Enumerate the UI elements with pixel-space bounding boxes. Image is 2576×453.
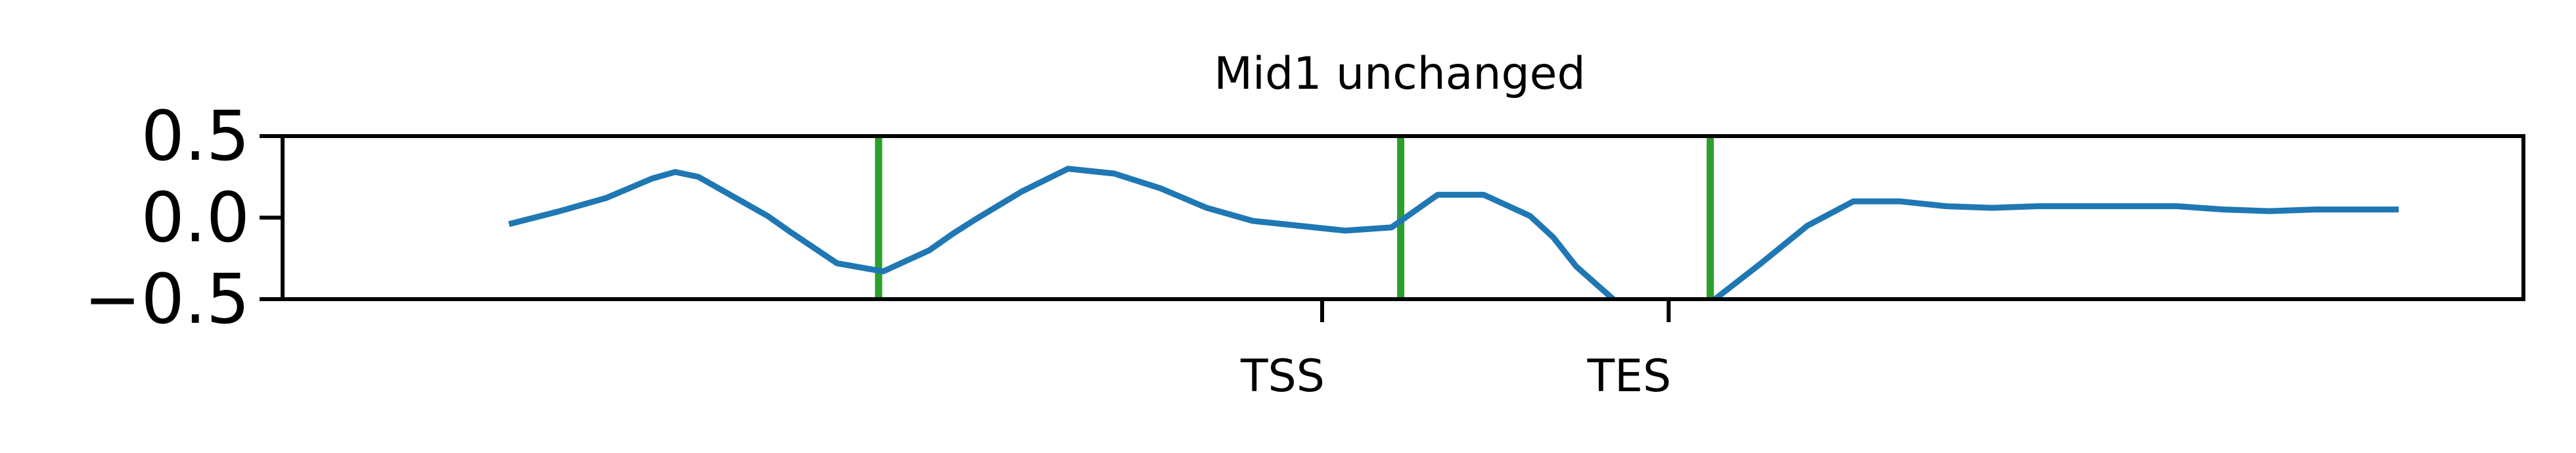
chart-title: Mid1 unchanged [1214,48,1585,100]
series-line-0 [508,166,2399,299]
y-tick-label: 0.5 [141,96,250,176]
x-tick-label: TSS [1240,350,1325,402]
y-tick-label: 0.0 [141,178,250,258]
y-tick-label: −0.5 [83,259,250,339]
x-tick-label: TES [1586,350,1671,402]
